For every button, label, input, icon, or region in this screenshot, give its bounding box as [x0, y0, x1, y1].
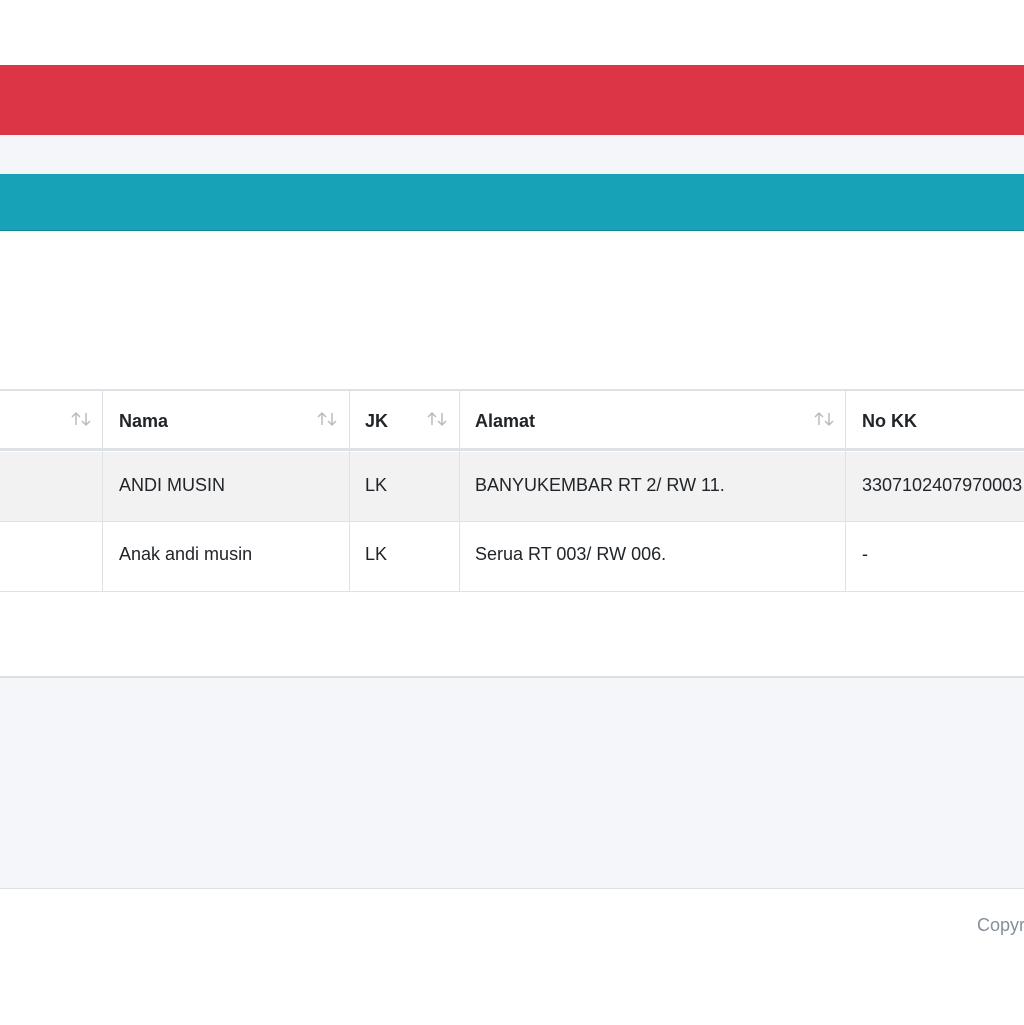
sort-icon[interactable]	[316, 411, 338, 427]
content-background	[0, 678, 1024, 888]
top-bar	[0, 0, 1024, 65]
spacer	[0, 135, 1024, 174]
teal-banner	[0, 174, 1024, 231]
sort-icon[interactable]	[70, 411, 92, 427]
column-header[interactable]: Nama	[119, 411, 169, 431]
cell: ANDI MUSIN	[119, 475, 226, 495]
footer	[0, 888, 1024, 1025]
sort-icon[interactable]	[813, 411, 835, 427]
col-border	[459, 389, 460, 592]
cell: Serua RT 003/ RW 006.	[475, 544, 667, 564]
header-row	[0, 389, 1024, 451]
red-banner	[0, 65, 1024, 135]
cell: -	[862, 544, 868, 564]
footer-text: Copyr	[977, 915, 1024, 935]
cell: BANYUKEMBAR RT 2/ RW 11.	[475, 475, 725, 495]
table: Nama JK Alamat No KK ANDI MUSIN LK BANYU…	[0, 389, 1024, 593]
column-header[interactable]: JK	[365, 411, 389, 431]
cell: 3307102407970003	[862, 475, 1023, 495]
col-border	[102, 389, 103, 592]
column-header[interactable]: Alamat	[475, 411, 536, 431]
cell: Anak andi musin	[119, 544, 253, 564]
sort-icon[interactable]	[426, 411, 448, 427]
row-0	[0, 452, 1024, 522]
column-header[interactable]: No KK	[862, 411, 917, 431]
col-border	[845, 389, 846, 592]
row-1	[0, 522, 1024, 592]
col-border	[349, 389, 350, 592]
cell: LK	[365, 475, 388, 495]
cell: LK	[365, 544, 388, 564]
